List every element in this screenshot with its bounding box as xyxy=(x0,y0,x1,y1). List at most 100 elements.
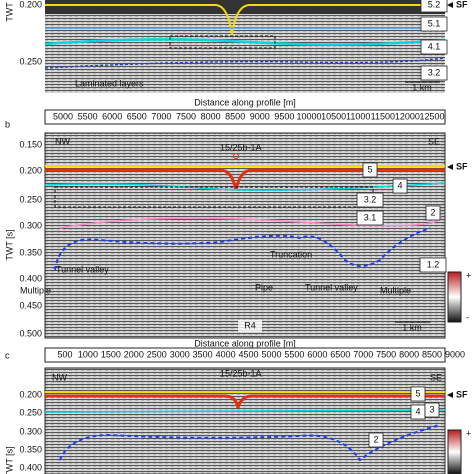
x-axis-label: Distance along profile [m] xyxy=(194,97,296,107)
horizon xyxy=(45,394,445,409)
unit-label: 3.2 xyxy=(428,67,441,77)
x-tick-label: 8500 xyxy=(225,111,245,121)
colorbar xyxy=(447,429,462,474)
x-tick-label: 1500 xyxy=(101,349,121,359)
horizon xyxy=(44,38,446,46)
x-tick-label: 4500 xyxy=(239,349,259,359)
scale-label: 1 km xyxy=(402,322,422,332)
y-tick-label: 0.300 xyxy=(19,426,42,436)
y-tick-label: 0.250 xyxy=(19,56,42,66)
annotation: Pipe xyxy=(255,282,273,292)
annotation: R4 xyxy=(244,320,256,330)
y-tick-label: 0.400 xyxy=(19,273,42,283)
unit-box xyxy=(419,257,447,273)
seafloor-label: SF xyxy=(456,0,468,9)
unit-label: 3 xyxy=(429,404,434,414)
x-tick-label: 10500 xyxy=(321,111,346,121)
x-tick-label: 7000 xyxy=(151,111,171,121)
x-tick-label: 2500 xyxy=(147,349,167,359)
unit-box xyxy=(410,386,426,402)
unit-label: 5 xyxy=(415,388,420,398)
x-axis-box xyxy=(44,109,446,125)
annotation: Tunnel valley xyxy=(56,264,109,274)
unit-box xyxy=(420,16,448,32)
unit-label: 4 xyxy=(415,406,420,416)
panel-a xyxy=(44,0,446,93)
x-tick-label: 6500 xyxy=(330,349,350,359)
panel-b xyxy=(44,109,462,339)
horizon xyxy=(45,4,445,36)
scale-label: 1 km xyxy=(412,82,432,92)
x-tick-label: 6000 xyxy=(307,349,327,359)
x-tick-label: 3500 xyxy=(193,349,213,359)
x-tick-label: 1000 xyxy=(78,349,98,359)
y-tick-label: 0.300 xyxy=(19,220,42,230)
annotation: Multiple xyxy=(380,285,411,295)
horizon xyxy=(44,409,446,413)
x-tick-label: 11000 xyxy=(346,111,370,121)
y-tick-label: 0.250 xyxy=(19,407,42,417)
x-tick-label: 9000 xyxy=(445,349,465,359)
annotation: Tunnel valley xyxy=(305,282,358,292)
y-tick-label: 0.250 xyxy=(19,194,42,204)
y-tick-label: 0.350 xyxy=(19,444,42,454)
unit-label: 2 xyxy=(373,434,378,444)
colorbar-label: + xyxy=(466,270,471,280)
x-tick-label: 7500 xyxy=(176,111,196,121)
unit-label: 4.1 xyxy=(428,41,441,51)
arrow xyxy=(447,164,453,170)
unit-label: 3.1 xyxy=(364,212,377,222)
unit-box xyxy=(420,65,448,81)
x-tick-label: 12000 xyxy=(395,111,420,121)
unit-box xyxy=(362,162,378,178)
label-bg xyxy=(238,320,262,332)
unit-box xyxy=(356,192,384,208)
annotation: Truncation xyxy=(270,249,312,259)
horizon xyxy=(54,227,431,271)
y-tick-label: 0.150 xyxy=(19,139,42,149)
unit-box xyxy=(424,402,440,418)
unit-box xyxy=(392,178,408,194)
unit-label: 5.2 xyxy=(428,0,441,9)
x-tick-label: 500 xyxy=(57,349,72,359)
annotation: Laminated layers xyxy=(75,78,144,88)
x-tick-label: 8000 xyxy=(201,111,221,121)
y-axis-label: TWT xyxy=(4,2,14,22)
x-tick-label: 5000 xyxy=(53,111,73,121)
end-label: SE xyxy=(430,372,442,382)
arrow xyxy=(447,392,453,398)
seafloor-label: SF xyxy=(456,389,468,399)
unit-label: 1.2 xyxy=(427,259,440,269)
horizon xyxy=(59,214,442,229)
unit-box xyxy=(420,0,448,13)
y-tick-label: 0.200 xyxy=(19,389,42,399)
seafloor-label: SF xyxy=(456,161,468,171)
well-label: 15/25b-1A xyxy=(220,368,262,378)
well-label: 15/25b-1A xyxy=(220,142,262,152)
unit-label: 4 xyxy=(397,180,402,190)
x-tick-label: 7000 xyxy=(353,349,373,359)
unit-box xyxy=(368,432,384,448)
y-tick-label: 0.400 xyxy=(19,462,42,472)
panel-letter: c xyxy=(5,350,10,360)
end-label: NW xyxy=(55,136,70,146)
x-tick-label: 4000 xyxy=(216,349,236,359)
y-tick-label: 0.500 xyxy=(19,328,42,338)
arrow xyxy=(447,2,453,8)
x-tick-label: 9000 xyxy=(250,111,270,121)
y-tick-label: 0.200 xyxy=(19,0,42,9)
unit-label: 3.2 xyxy=(364,194,377,204)
x-tick-label: 5500 xyxy=(284,349,304,359)
annotation: Multiple xyxy=(20,285,51,295)
colorbar-label: - xyxy=(466,312,469,322)
end-label: SE xyxy=(428,136,440,146)
y-axis-label: TWT [s] xyxy=(4,446,14,474)
x-tick-label: 7500 xyxy=(376,349,396,359)
x-tick-label: 11500 xyxy=(371,111,395,121)
unit-box xyxy=(425,205,441,221)
y-axis-label: TWT [s] xyxy=(4,229,14,260)
x-tick-label: 6000 xyxy=(102,111,122,121)
x-tick-label: 9500 xyxy=(274,111,294,121)
colorbar xyxy=(447,271,462,323)
